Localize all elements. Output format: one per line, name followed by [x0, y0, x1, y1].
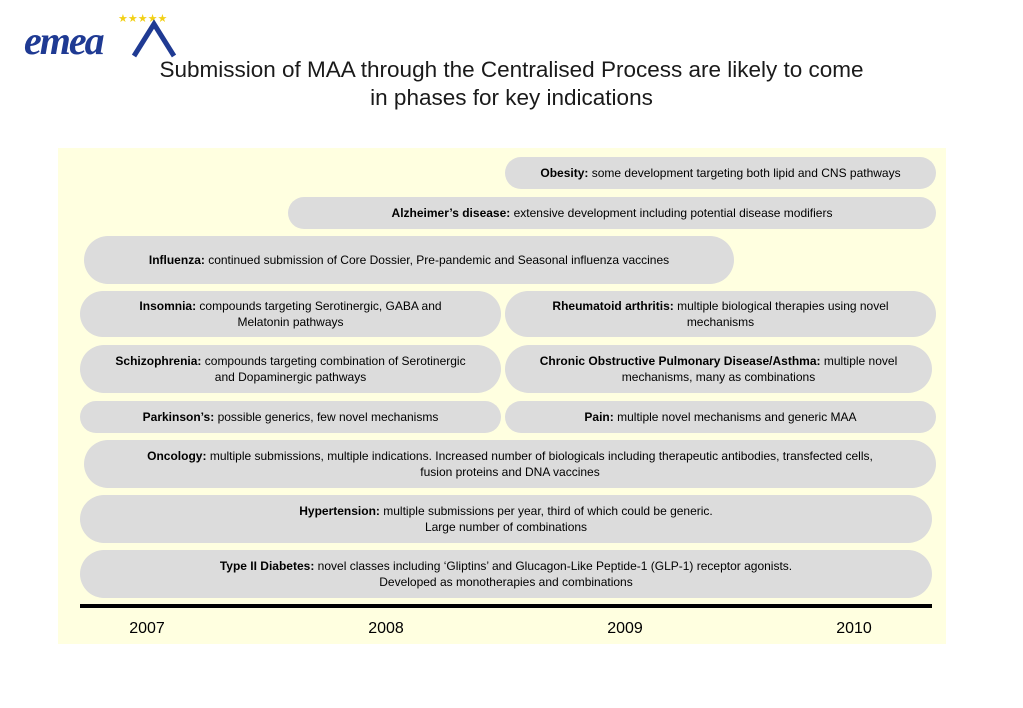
- pill-obesity: Obesity: some development targeting both…: [505, 157, 936, 189]
- pill-parkinsons: Parkinson’s: possible generics, few nove…: [80, 401, 501, 433]
- pill-rheumatoid-arthritis: Rheumatoid arthritis: multiple biologica…: [505, 291, 936, 337]
- year-label-2009: 2009: [607, 620, 643, 637]
- logo-stars: ★★★★★: [118, 12, 167, 25]
- timeline-axis: [80, 604, 932, 608]
- emea-logo: ★★★★★ emea: [24, 12, 177, 62]
- pill-alzheimers: Alzheimer’s disease: extensive developme…: [288, 197, 936, 229]
- pill-type-ii-diabetes: Type II Diabetes: novel classes includin…: [80, 550, 932, 598]
- pill-influenza: Influenza: continued submission of Core …: [84, 236, 734, 284]
- logo-wordmark: emea: [24, 18, 105, 62]
- logo-arc: [131, 19, 177, 58]
- page-title: Submission of MAA through the Centralise…: [159, 57, 864, 110]
- svg-text:★★★★★: ★★★★★: [118, 12, 167, 25]
- year-label-2007: 2007: [129, 620, 165, 637]
- pill-pain: Pain: multiple novel mechanisms and gene…: [505, 401, 936, 433]
- year-label-2010: 2010: [836, 620, 872, 637]
- year-label-2008: 2008: [368, 620, 404, 637]
- pill-copd-asthma: Chronic Obstructive Pulmonary Disease/As…: [505, 345, 932, 393]
- pill-schizophrenia: Schizophrenia: compounds targeting combi…: [80, 345, 501, 393]
- pill-hypertension: Hypertension: multiple submissions per y…: [80, 495, 932, 543]
- pill-insomnia: Insomnia: compounds targeting Serotinerg…: [80, 291, 501, 337]
- pill-oncology: Oncology: multiple submissions, multiple…: [84, 440, 936, 488]
